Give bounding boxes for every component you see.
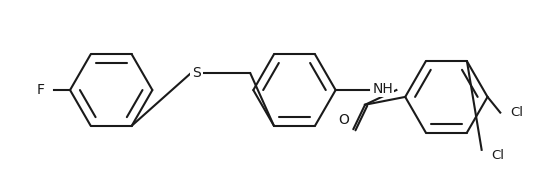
Text: O: O xyxy=(338,113,350,127)
Text: F: F xyxy=(37,83,45,97)
Text: S: S xyxy=(192,66,201,80)
Text: NH: NH xyxy=(372,82,393,96)
Text: Cl: Cl xyxy=(491,149,504,162)
Text: Cl: Cl xyxy=(510,106,523,119)
